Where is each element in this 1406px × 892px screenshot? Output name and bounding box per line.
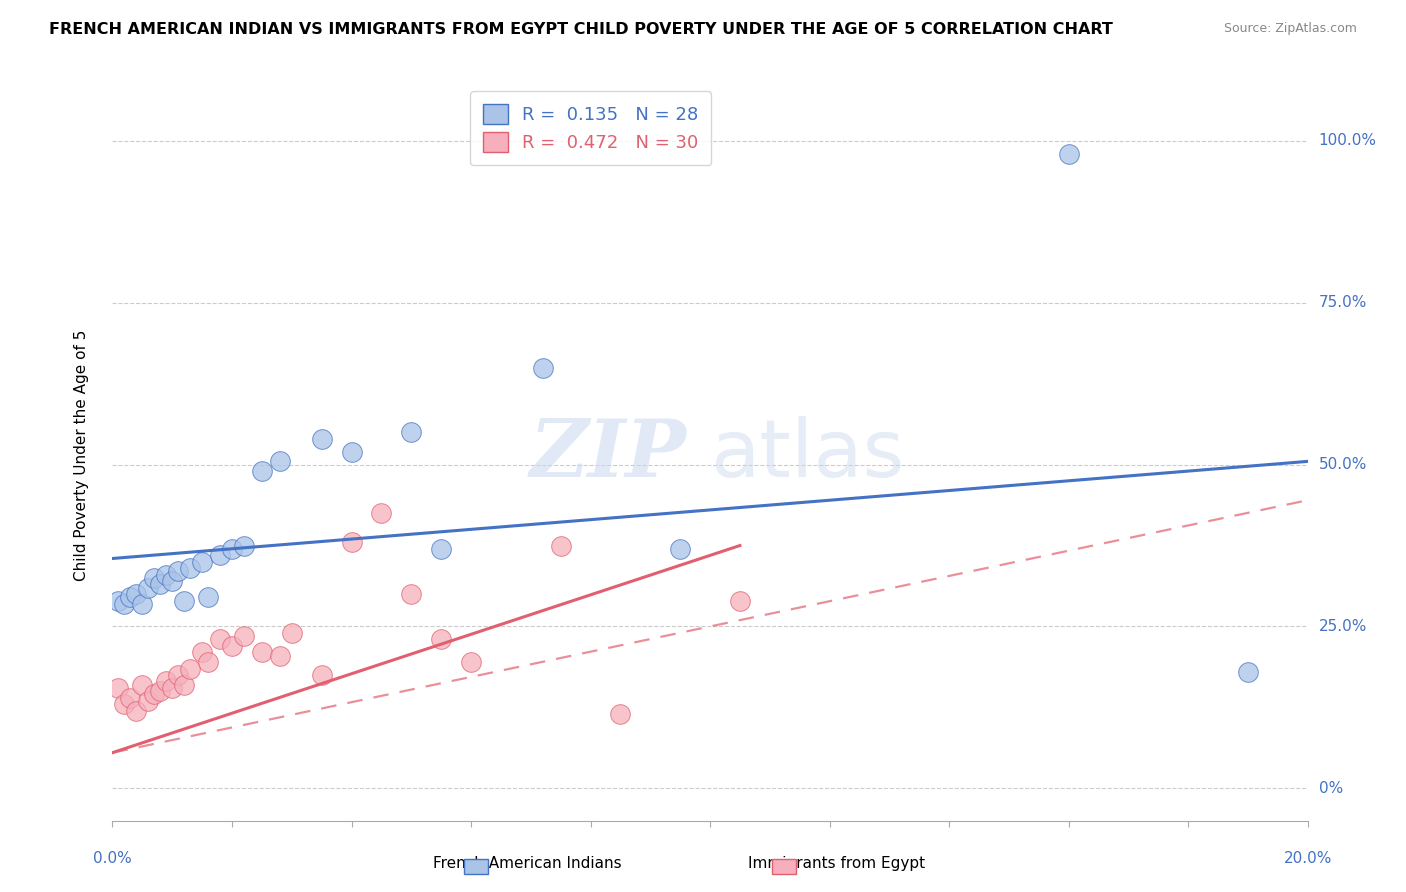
Point	[120, 690, 142, 705]
Point	[125, 587, 148, 601]
Point	[114, 597, 135, 611]
Point	[138, 581, 160, 595]
Point	[131, 597, 153, 611]
Text: ZIP: ZIP	[529, 417, 686, 493]
Point	[209, 548, 232, 562]
Point	[143, 687, 166, 701]
Point	[179, 661, 201, 675]
Point	[138, 694, 160, 708]
Point	[221, 639, 243, 653]
Point	[162, 681, 183, 695]
Point	[179, 561, 201, 575]
Text: FRENCH AMERICAN INDIAN VS IMMIGRANTS FROM EGYPT CHILD POVERTY UNDER THE AGE OF 5: FRENCH AMERICAN INDIAN VS IMMIGRANTS FRO…	[49, 22, 1114, 37]
Point	[167, 668, 190, 682]
Point	[531, 360, 554, 375]
Point	[155, 567, 177, 582]
Point	[120, 591, 142, 605]
Point	[728, 593, 751, 607]
Point	[233, 629, 256, 643]
Point	[155, 674, 177, 689]
Point	[430, 541, 453, 556]
Point	[550, 539, 572, 553]
Point	[125, 704, 148, 718]
Point	[250, 645, 273, 659]
Point	[107, 681, 129, 695]
Legend: R =  0.135   N = 28, R =  0.472   N = 30: R = 0.135 N = 28, R = 0.472 N = 30	[470, 91, 711, 165]
Text: 75.0%: 75.0%	[1319, 295, 1367, 310]
Point	[401, 587, 423, 601]
Point	[460, 655, 482, 669]
Point	[269, 454, 291, 468]
Text: 0.0%: 0.0%	[93, 851, 132, 866]
Point	[143, 571, 166, 585]
Point	[149, 684, 172, 698]
Point	[173, 678, 195, 692]
Point	[1237, 665, 1260, 679]
Point	[197, 655, 219, 669]
Text: Immigrants from Egypt: Immigrants from Egypt	[748, 856, 925, 871]
Point	[233, 539, 256, 553]
Point	[131, 678, 153, 692]
Point	[221, 541, 243, 556]
Point	[191, 555, 214, 569]
Point	[340, 535, 363, 549]
Point	[401, 425, 423, 440]
Point	[340, 444, 363, 458]
Text: 20.0%: 20.0%	[1284, 851, 1331, 866]
Point	[1057, 147, 1080, 161]
Point	[191, 645, 214, 659]
Point	[167, 565, 190, 579]
Point	[311, 668, 333, 682]
Point	[173, 593, 195, 607]
Point	[209, 632, 232, 647]
Text: 100.0%: 100.0%	[1319, 134, 1376, 148]
Text: Source: ZipAtlas.com: Source: ZipAtlas.com	[1223, 22, 1357, 36]
Text: 25.0%: 25.0%	[1319, 619, 1367, 634]
Point	[370, 506, 392, 520]
Point	[114, 697, 135, 711]
Point	[197, 591, 219, 605]
Point	[107, 593, 129, 607]
Point	[269, 648, 291, 663]
Text: 0%: 0%	[1319, 780, 1343, 796]
Text: French American Indians: French American Indians	[433, 856, 621, 871]
Text: atlas: atlas	[710, 416, 904, 494]
Point	[609, 706, 631, 721]
Point	[430, 632, 453, 647]
Point	[162, 574, 183, 589]
Point	[669, 541, 692, 556]
Point	[281, 626, 304, 640]
Point	[149, 577, 172, 591]
Point	[311, 432, 333, 446]
Point	[250, 464, 273, 478]
Text: 50.0%: 50.0%	[1319, 457, 1367, 472]
Y-axis label: Child Poverty Under the Age of 5: Child Poverty Under the Age of 5	[75, 329, 89, 581]
